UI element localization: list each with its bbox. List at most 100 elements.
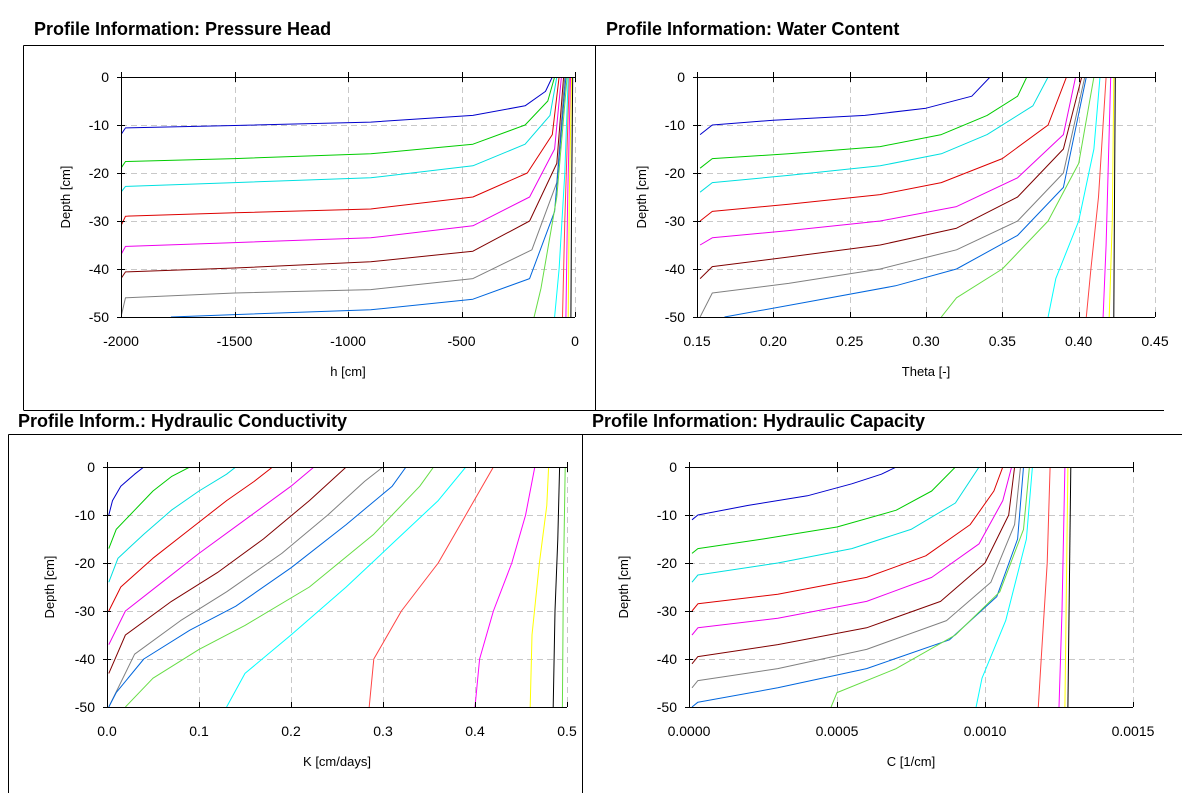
x-tick-label: 0.30	[912, 333, 939, 349]
series-line-2	[121, 77, 556, 169]
chart-title-hydraulic-capacity: Profile Information: Hydraulic Capacity	[592, 411, 926, 431]
chart-pressure-head: -2000 -1500 -1000 -500 0 0 -10 -20 -30 -40 -50 h [c…	[58, 69, 579, 379]
series-line-15	[561, 467, 566, 707]
y-tick-label: 0	[87, 459, 95, 475]
series-line-8	[691, 467, 1024, 707]
x-tick-label: 0.15	[683, 333, 710, 349]
y-tick-label: -50	[665, 309, 685, 325]
series-line-11	[1085, 77, 1107, 317]
x-tick-label: 0.2	[281, 723, 301, 739]
y-tick-label: -20	[657, 555, 677, 571]
series-line-12	[474, 467, 536, 707]
chart-hydraulic-capacity: 0.0000 0.0005 0.0010 0.0015 0 -10 -20 -30 -40 -50…	[616, 459, 1155, 769]
series-line-13	[567, 77, 573, 317]
axes	[103, 462, 568, 708]
series-line-1	[108, 467, 145, 516]
x-tick-label: 0	[571, 333, 579, 349]
x-tick-label: 0.4	[465, 723, 485, 739]
series-line-6	[699, 77, 1083, 279]
axes	[693, 72, 1156, 318]
chart-water-content: 0.15 0.20 0.25 0.30 0.35 0.40 0.45 0 -10 -20 -30 -4…	[634, 69, 1169, 379]
series-line-5	[108, 467, 315, 645]
x-tick-label: -1000	[330, 333, 366, 349]
y-tick-label: -40	[665, 261, 685, 277]
y-tick-label: 0	[677, 69, 685, 85]
series-line-7	[699, 77, 1086, 317]
series-line-3	[108, 467, 237, 583]
series-line-7	[121, 77, 566, 317]
series-line-7	[108, 467, 384, 707]
series-line-1	[121, 77, 553, 135]
y-tick-label: -20	[89, 165, 109, 181]
series-line-10	[226, 467, 467, 707]
y-tick-label: 0	[669, 459, 677, 475]
series-line-4	[121, 77, 560, 227]
y-tick-label: -40	[75, 651, 95, 667]
x-tick-label: -500	[447, 333, 475, 349]
series-line-9	[830, 467, 1030, 707]
x-tick-label: 0.45	[1141, 333, 1168, 349]
series-line-5	[121, 77, 562, 255]
series-line-10	[554, 77, 569, 317]
y-tick-label: -30	[75, 603, 95, 619]
chart-title-water-content: Profile Information: Water Content	[606, 19, 900, 39]
series-line-11	[562, 77, 570, 317]
y-tick-label: 0	[101, 69, 109, 85]
x-tick-label: 0.40	[1065, 333, 1092, 349]
series-line-14	[1113, 77, 1116, 317]
series-line-1	[691, 467, 897, 521]
series-line-10	[975, 467, 1033, 707]
x-tick-label: 0.25	[836, 333, 863, 349]
series-line-9	[533, 77, 568, 317]
series-line-9	[940, 77, 1095, 317]
y-tick-label: -40	[657, 651, 677, 667]
panel-frames	[8, 45, 1182, 793]
y-tick-label: -30	[657, 603, 677, 619]
y-axis-label: Depth [cm]	[42, 556, 57, 619]
series-line-12	[1102, 77, 1112, 317]
y-tick-label: -20	[75, 555, 95, 571]
series-line-9	[125, 467, 435, 707]
series-line-6	[121, 77, 565, 279]
series-group	[691, 467, 1072, 707]
series-line-11	[368, 467, 494, 707]
y-tick-label: -10	[89, 117, 109, 133]
y-tick-label: -10	[657, 507, 677, 523]
series-group	[121, 77, 574, 317]
y-tick-label: -50	[657, 699, 677, 715]
series-line-14	[1067, 467, 1072, 707]
series-line-13	[529, 467, 550, 707]
axes	[685, 462, 1134, 708]
x-tick-label: 0.20	[760, 333, 787, 349]
x-axis-label: Theta [-]	[902, 364, 950, 379]
x-tick-label: 0.5	[557, 723, 577, 739]
series-line-10	[1047, 77, 1101, 317]
series-line-1	[699, 77, 991, 135]
series-line-2	[699, 77, 1028, 169]
series-line-5	[699, 77, 1077, 246]
series-line-14	[570, 77, 574, 317]
series-line-7	[691, 467, 1021, 689]
x-tick-label: 0.0	[97, 723, 117, 739]
series-line-2	[691, 467, 956, 554]
x-tick-label: 0.0015	[1112, 723, 1155, 739]
y-axis-label: Depth [cm]	[58, 166, 73, 229]
x-tick-label: -2000	[103, 333, 139, 349]
series-line-3	[691, 467, 980, 583]
x-axis-label: C [1/cm]	[887, 754, 935, 769]
y-tick-label: -20	[665, 165, 685, 181]
series-line-6	[108, 467, 347, 674]
x-axis-label: h [cm]	[330, 364, 365, 379]
series-line-4	[691, 467, 1004, 612]
series-line-13	[1064, 467, 1069, 707]
series-line-8	[108, 467, 407, 707]
x-tick-label: 0.1	[189, 723, 209, 739]
series-line-4	[699, 77, 1067, 222]
series-line-8	[170, 77, 567, 317]
x-tick-label: 0.3	[373, 723, 393, 739]
series-line-2	[108, 467, 191, 549]
y-tick-label: -40	[89, 261, 109, 277]
x-tick-label: 0.0005	[816, 723, 859, 739]
series-line-14	[552, 467, 561, 707]
